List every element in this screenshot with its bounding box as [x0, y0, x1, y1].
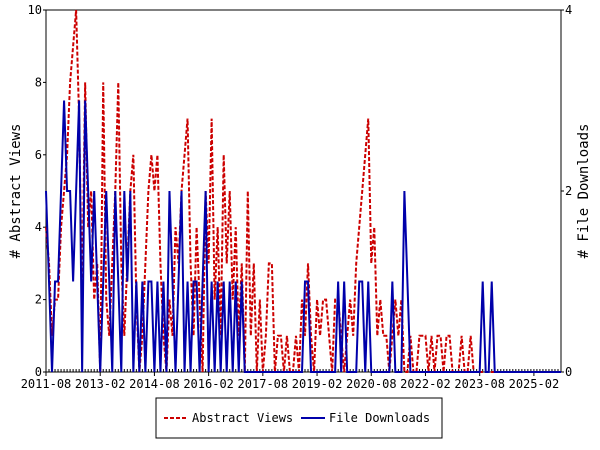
y-axis-label: # Abstract Views [8, 124, 24, 259]
y2-axis-label: # File Downloads [576, 124, 592, 259]
x-tick-label: 2014-08 [129, 377, 180, 391]
y2-tick-label: 0 [565, 365, 572, 379]
x-tick-label: 2013-02 [75, 377, 126, 391]
y2-tick-label: 4 [565, 3, 572, 17]
y-tick-label: 6 [35, 148, 42, 162]
series-line [45, 100, 561, 373]
x-tick-label: 2020-08 [346, 377, 397, 391]
x-tick-label: 2023-08 [454, 377, 505, 391]
x-tick-label: 2019-02 [292, 377, 343, 391]
x-tick-label: 2017-08 [238, 377, 289, 391]
x-tick-label: 2016-02 [183, 377, 234, 391]
x-tick-label: 2022-02 [400, 377, 451, 391]
legend-box [155, 397, 443, 439]
y-tick-label: 4 [35, 220, 42, 234]
legend-label: Abstract Views [192, 411, 293, 425]
legend-label: File Downloads [329, 411, 430, 425]
y-tick-label: 8 [35, 75, 42, 89]
y2-tick-label: 2 [565, 184, 572, 198]
y-tick-label: 0 [35, 365, 42, 379]
x-tick-label: 2011-08 [21, 377, 72, 391]
x-tick-label: 2025-02 [509, 377, 560, 391]
y-tick-label: 2 [35, 293, 42, 307]
y-tick-label: 10 [28, 3, 42, 17]
